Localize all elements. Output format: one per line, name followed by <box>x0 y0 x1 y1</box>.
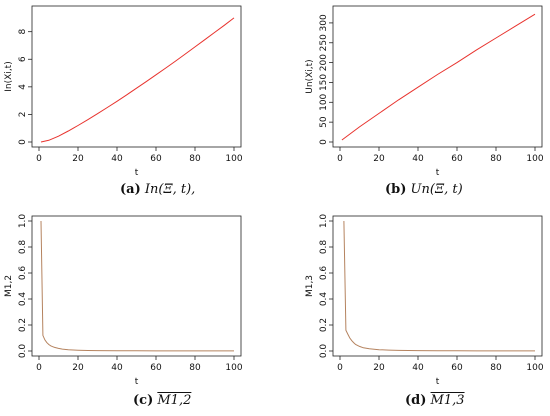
y-tick-label: 8 <box>18 29 28 35</box>
caption-d-math: M1,3 <box>430 393 465 408</box>
y-tick-label: 6 <box>18 56 28 62</box>
y-tick-label: 300 <box>319 14 329 31</box>
x-tick-label: 40 <box>111 363 123 373</box>
y-tick-label: 0.4 <box>319 292 329 307</box>
caption-b-label: (b) <box>385 182 407 197</box>
y-tick-label: 150 <box>319 74 329 91</box>
x-tick-label: 80 <box>490 363 502 373</box>
y-tick-label: 1.0 <box>319 214 329 229</box>
series-line <box>40 17 235 143</box>
x-tick-label: 60 <box>451 363 463 373</box>
x-axis-label: t <box>135 377 139 387</box>
x-tick-label: 60 <box>451 154 463 164</box>
x-tick-label: 40 <box>412 363 424 373</box>
plot-frame <box>332 215 543 357</box>
y-tick-label: 100 <box>319 93 329 110</box>
x-tick-label: 100 <box>225 363 242 373</box>
y-tick-label: 0.4 <box>18 292 28 307</box>
x-tick-label: 20 <box>72 363 84 373</box>
x-axis-label: t <box>135 168 139 178</box>
x-tick-label: 20 <box>373 363 385 373</box>
series-line <box>343 220 535 352</box>
panel-d: 0 20 40 60 80 100 0.0 0.2 0.4 0.6 0.8 1.0 t M1,3 <box>305 214 544 387</box>
y-tick-label: 0.6 <box>319 266 329 281</box>
plot-frame <box>332 5 543 148</box>
caption-a-label: (a) <box>120 182 141 197</box>
caption-d-label: (d) <box>405 393 427 408</box>
caption-c-label: (c) <box>133 393 154 408</box>
y-tick-label: 0.8 <box>319 240 329 255</box>
x-tick-label: 40 <box>111 154 123 164</box>
y-tick-label: 0.8 <box>18 240 28 255</box>
x-tick-label: 100 <box>526 363 543 373</box>
y-tick-label: 0 <box>18 139 28 145</box>
y-tick-label: 0.2 <box>18 318 28 332</box>
x-tick-label: 0 <box>36 154 42 164</box>
caption-a-math: In(Ξ, t), <box>144 182 196 197</box>
caption-d: (d) M1,3 <box>405 393 465 408</box>
caption-b-math: Un(Ξ, t) <box>410 182 463 197</box>
y-axis-label: M1,3 <box>305 275 315 297</box>
y-axis-label: In(Xi,t) <box>4 61 14 91</box>
x-tick-label: 60 <box>150 363 162 373</box>
plot-frame <box>31 5 242 148</box>
y-tick-label: 0.0 <box>319 344 329 359</box>
y-tick-label: 0.0 <box>18 344 28 359</box>
panel-c: 0 20 40 60 80 100 0.0 0.2 0.4 0.6 0.8 1.0 t M1,2 <box>4 214 243 387</box>
x-tick-label: 80 <box>189 154 201 164</box>
y-tick-label: 50 <box>319 116 329 128</box>
x-tick-label: 40 <box>412 154 424 164</box>
x-tick-label: 0 <box>36 363 42 373</box>
y-axis-label: M1,2 <box>4 275 14 297</box>
y-tick-label: 0.6 <box>18 266 28 281</box>
panel-b: 0 20 40 60 80 100 0 50 100 150 200 250 300 t Un(Xi,t) <box>305 5 544 178</box>
y-tick-label: 0.2 <box>319 318 329 332</box>
x-tick-label: 80 <box>189 363 201 373</box>
x-tick-label: 80 <box>490 154 502 164</box>
caption-c-math: M1,2 <box>157 393 192 408</box>
x-tick-label: 100 <box>526 154 543 164</box>
x-tick-label: 100 <box>225 154 242 164</box>
x-tick-label: 20 <box>373 154 385 164</box>
panel-a: 0 20 40 60 80 100 0 2 4 6 8 t In(Xi,t) <box>4 5 243 178</box>
x-tick-label: 0 <box>337 363 343 373</box>
y-axis-label: Un(Xi,t) <box>305 59 315 93</box>
series-line <box>341 13 536 141</box>
y-tick-label: 1.0 <box>18 214 28 229</box>
y-tick-label: 4 <box>18 84 28 90</box>
y-tick-label: 0 <box>319 139 329 145</box>
caption-b: (b) Un(Ξ, t) <box>385 182 463 197</box>
x-axis-label: t <box>436 377 440 387</box>
caption-a: (a) In(Ξ, t), <box>120 182 195 197</box>
x-axis-label: t <box>436 168 440 178</box>
y-tick-label: 200 <box>319 54 329 71</box>
x-tick-label: 60 <box>150 154 162 164</box>
series-line <box>40 220 234 352</box>
plot-frame <box>31 215 242 357</box>
x-tick-label: 20 <box>72 154 84 164</box>
y-tick-label: 2 <box>18 112 28 118</box>
y-tick-label: 250 <box>319 34 329 51</box>
caption-c: (c) M1,2 <box>133 393 191 408</box>
x-tick-label: 0 <box>337 154 343 164</box>
